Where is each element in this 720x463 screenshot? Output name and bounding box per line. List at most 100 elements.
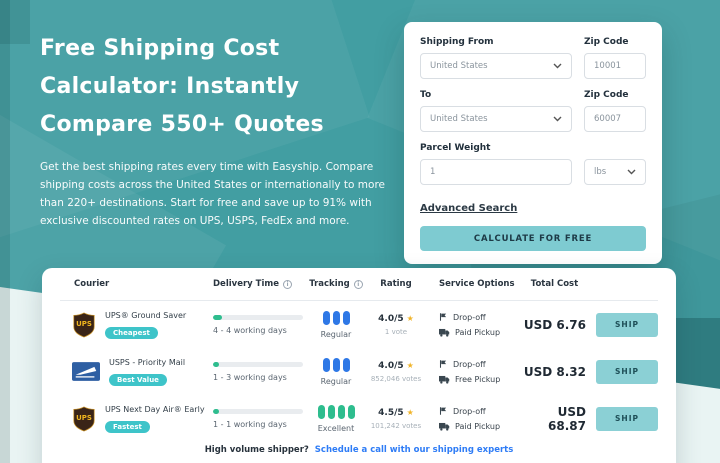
page-title-line: Compare 550+ Quotes	[40, 112, 324, 137]
rating-score: 4.0/5	[378, 313, 404, 324]
info-icon[interactable]	[353, 279, 363, 289]
delivery-progress-bar	[213, 361, 303, 367]
delivery-time-text: 1 - 3 working days	[213, 372, 287, 382]
delivery-time-text: 1 - 1 working days	[213, 419, 287, 429]
courier-badge: Best Value	[109, 373, 167, 386]
chevron-down-icon	[627, 169, 636, 175]
hero-section: Free Shipping Cost Calculator: Instantly…	[40, 30, 392, 230]
courier-badge: Fastest	[105, 420, 150, 433]
table-row: UPS UPS Next Day Air® Early Fastest 1 - …	[60, 395, 658, 442]
rating-value: 4.5/5	[378, 408, 414, 418]
ship-button[interactable]: SHIP	[596, 312, 658, 337]
tracking-pill	[342, 357, 350, 372]
rating-score: 4.0/5	[378, 360, 404, 371]
parcel-weight-input[interactable]	[420, 159, 572, 185]
to-value: United States	[430, 114, 488, 124]
service-pickup: Paid Pickup	[439, 328, 517, 337]
ups-logo-icon: UPS	[73, 406, 95, 431]
header-tracking: Tracking	[305, 279, 367, 289]
zip-to-input[interactable]	[584, 106, 646, 132]
tracking-label: Regular	[320, 329, 352, 339]
advanced-search-link[interactable]: Advanced Search	[420, 203, 518, 214]
total-cost: USD 6.76	[523, 317, 586, 332]
svg-text:UPS: UPS	[76, 413, 92, 421]
results-table-card: Courier Delivery Time Tracking Rating Se…	[42, 268, 676, 463]
tracking-level-indicator	[317, 404, 355, 419]
header-rating: Rating	[380, 279, 412, 289]
service-drop-off: Drop-off	[439, 312, 517, 322]
service-drop-off: Drop-off	[439, 406, 517, 416]
delivery-progress-bar	[213, 408, 303, 414]
tracking-pill	[332, 357, 340, 372]
info-icon[interactable]	[282, 279, 292, 289]
bg-left-strip	[0, 0, 10, 463]
rating-votes: 1 vote	[384, 327, 408, 336]
rating-value: 4.0/5	[378, 314, 414, 324]
header-delivery-time-label: Delivery Time	[213, 279, 279, 289]
header-tracking-label: Tracking	[309, 279, 350, 289]
zip-to-label: Zip Code	[584, 90, 629, 100]
service-drop-off: Drop-off	[439, 359, 517, 369]
header-total-cost: Total Cost	[530, 279, 579, 289]
calculate-for-free-button[interactable]: CALCULATE FOR FREE	[420, 226, 646, 251]
to-label: To	[420, 90, 432, 100]
service-label: Free Pickup	[455, 375, 501, 384]
star-icon	[407, 361, 414, 370]
courier-name: UPS® Ground Saver	[105, 310, 187, 320]
flag-icon	[439, 407, 447, 415]
total-cost: USD 68.87	[548, 404, 586, 433]
zip-from-label: Zip Code	[584, 37, 629, 47]
header-courier: Courier	[74, 279, 110, 289]
table-header-row: Courier Delivery Time Tracking Rating Se…	[60, 268, 658, 301]
zip-from-input[interactable]	[584, 53, 646, 79]
shipping-from-label: Shipping From	[420, 37, 494, 47]
ship-button[interactable]: SHIP	[596, 406, 658, 431]
shipping-calculator-card: Shipping From United States Zip Code To …	[404, 22, 662, 264]
delivery-time-text: 4 - 4 working days	[213, 325, 287, 335]
table-row: UPS UPS® Ground Saver Cheapest 4 - 4 wor…	[60, 301, 658, 348]
tracking-label: Regular	[320, 376, 352, 386]
page-title-line: Free Shipping Cost	[40, 36, 280, 61]
table-footer: High volume shipper? Schedule a call wit…	[60, 445, 658, 455]
weight-unit-value: lbs	[594, 167, 607, 177]
service-label: Drop-off	[453, 359, 486, 369]
service-pickup: Paid Pickup	[439, 422, 517, 431]
schedule-call-link[interactable]: Schedule a call with our shipping expert…	[314, 445, 514, 455]
parcel-weight-label: Parcel Weight	[420, 143, 491, 153]
header-delivery-time: Delivery Time	[205, 279, 305, 289]
rating-votes: 101,242 votes	[370, 421, 422, 430]
service-label: Drop-off	[453, 312, 486, 322]
flag-icon	[439, 313, 447, 321]
truck-icon	[439, 328, 450, 337]
courier-name: USPS - Priority Mail	[109, 357, 186, 367]
header-service-options: Service Options	[439, 279, 515, 289]
tracking-pill	[317, 404, 325, 419]
usps-logo-icon	[72, 362, 100, 381]
shipping-from-select[interactable]: United States	[420, 53, 572, 79]
to-select[interactable]: United States	[420, 106, 572, 132]
chevron-down-icon	[553, 116, 562, 122]
delivery-progress-bar	[213, 314, 303, 320]
page-title-line: Calculator: Instantly	[40, 74, 300, 99]
courier-name: UPS Next Day Air® Early	[105, 404, 205, 414]
service-pickup: Free Pickup	[439, 375, 517, 384]
service-label: Paid Pickup	[455, 328, 501, 337]
tracking-pill	[327, 404, 335, 419]
service-label: Paid Pickup	[455, 422, 501, 431]
tracking-pill	[342, 310, 350, 325]
tracking-level-indicator	[322, 357, 350, 372]
courier-badge: Cheapest	[105, 326, 158, 339]
shipping-from-value: United States	[430, 61, 488, 71]
bg-dark-patch	[674, 318, 720, 396]
tracking-pill	[347, 404, 355, 419]
ship-button[interactable]: SHIP	[596, 359, 658, 384]
hero-description: Get the best shipping rates every time w…	[40, 161, 386, 227]
bg-corner-patch	[0, 0, 30, 44]
rating-score: 4.5/5	[378, 407, 404, 418]
tracking-pill	[322, 310, 330, 325]
weight-unit-select[interactable]: lbs	[584, 159, 646, 185]
tracking-label: Excellent	[317, 423, 355, 433]
page-title: Free Shipping Cost Calculator: Instantly…	[40, 30, 392, 144]
ups-logo-icon: UPS	[73, 312, 95, 337]
chevron-down-icon	[553, 63, 562, 69]
